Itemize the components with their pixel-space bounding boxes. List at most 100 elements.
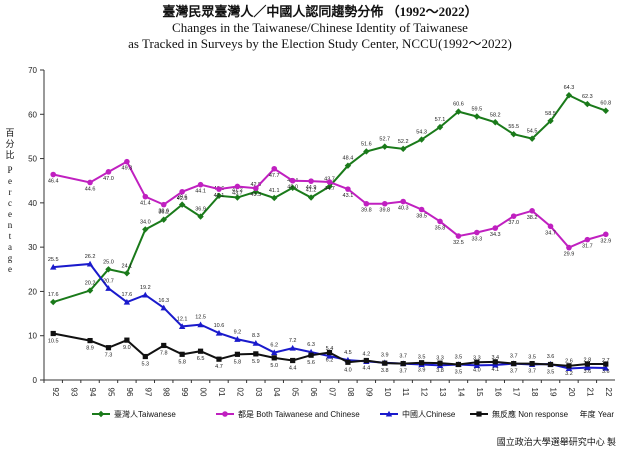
data-label-series-2: 3.3 — [436, 355, 444, 361]
y-label-en-4: c — [8, 198, 12, 208]
data-label-series-3: 6.2 — [326, 358, 334, 364]
x-tick-label: 17 — [512, 388, 521, 397]
data-point-series-0 — [197, 213, 204, 220]
data-point-series-3 — [271, 355, 277, 361]
y-tick-label: 30 — [28, 243, 37, 252]
x-tick-label: 01 — [217, 388, 226, 397]
data-point-series-0 — [455, 108, 462, 115]
data-label-series-1: 42.5 — [177, 196, 188, 202]
data-label-series-2: 5.4 — [326, 346, 334, 352]
data-point-series-3 — [437, 360, 443, 366]
data-label-series-3: 3.2 — [565, 371, 573, 377]
legend-label: 無反應 Non response — [492, 409, 569, 419]
data-point-series-2 — [584, 364, 591, 371]
data-label-series-1: 32.5 — [453, 240, 464, 246]
x-tick-label: 14 — [456, 388, 465, 397]
data-label-series-2: 25.5 — [48, 257, 59, 263]
data-label-series-3: 4.0 — [344, 367, 352, 373]
data-label-series-3: 7.3 — [105, 353, 113, 359]
data-label-series-3: 4.4 — [289, 366, 297, 372]
data-point-series-1 — [510, 213, 517, 219]
data-point-series-3 — [216, 356, 222, 362]
data-label-series-3: 4.7 — [215, 364, 223, 370]
data-label-series-1: 37.0 — [508, 220, 519, 226]
data-point-series-2 — [50, 263, 57, 270]
data-label-series-3: 3.6 — [584, 369, 592, 375]
x-tick-label: 12 — [420, 388, 429, 397]
data-label-series-3: 3.8 — [436, 368, 444, 374]
data-label-series-0: 24.1 — [122, 263, 133, 269]
data-point-series-1 — [234, 183, 241, 190]
y-tick-label: 70 — [28, 66, 37, 75]
x-tick-label: 07 — [328, 388, 337, 397]
data-point-series-3 — [234, 351, 241, 357]
data-point-series-2 — [289, 344, 296, 351]
data-label-series-2: 2.8 — [584, 358, 592, 364]
y-tick-label: 60 — [28, 110, 37, 119]
data-point-series-2 — [105, 285, 112, 291]
data-label-series-3: 5.0 — [270, 363, 278, 369]
data-point-series-1 — [474, 229, 480, 236]
data-label-series-1: 44.9 — [306, 185, 317, 191]
data-label-series-2: 10.6 — [214, 323, 225, 329]
data-label-series-2: 3.5 — [528, 355, 536, 361]
data-point-series-3 — [326, 349, 333, 356]
x-tick-label: 10 — [383, 388, 392, 397]
legend-label: 都是 Both Taiwanese and Chinese — [238, 410, 360, 419]
data-point-series-0 — [160, 216, 167, 223]
x-tick-label: 98 — [162, 388, 171, 397]
data-label-series-3: 3.7 — [510, 369, 518, 375]
data-label-series-2: 3.3 — [473, 355, 481, 361]
data-point-series-0 — [584, 100, 591, 108]
y-tick-label: 50 — [28, 155, 37, 164]
data-point-series-1 — [602, 231, 609, 238]
title-english-line1: Changes in the Taiwanese/Chinese Identit… — [172, 20, 468, 35]
data-point-series-0 — [381, 143, 388, 150]
data-point-series-0 — [307, 194, 315, 201]
data-point-series-1 — [179, 188, 185, 195]
data-label-series-1: 39.6 — [158, 209, 169, 215]
data-point-series-0 — [289, 184, 296, 191]
data-point-series-0 — [510, 131, 517, 138]
data-point-series-3 — [474, 359, 480, 365]
y-label-en-1: P — [7, 165, 13, 175]
y-label-en-5: e — [8, 209, 12, 219]
data-point-series-3 — [124, 337, 130, 343]
x-tick-label: 05 — [291, 388, 300, 397]
data-point-series-2 — [271, 349, 278, 356]
data-label-series-0: 41.2 — [232, 188, 243, 194]
data-point-series-2 — [160, 304, 167, 311]
data-label-series-3: 5.8 — [234, 359, 242, 365]
data-point-series-1 — [345, 186, 351, 192]
data-label-series-3: 3.7 — [399, 369, 407, 375]
data-point-series-0 — [326, 183, 333, 190]
x-axis-unit-label: 年度 Year — [579, 410, 614, 419]
data-point-series-1 — [547, 223, 554, 230]
legend-label: 中國人Chinese — [402, 409, 456, 419]
data-label-series-3: 4.1 — [491, 367, 499, 373]
data-label-series-2: 17.6 — [122, 292, 133, 298]
x-tick-label: 93 — [70, 388, 79, 397]
data-point-series-0 — [436, 123, 444, 131]
data-label-series-0: 41.2 — [306, 188, 317, 194]
data-label-series-0: 59.5 — [471, 107, 482, 113]
data-point-series-0 — [565, 92, 573, 99]
data-point-series-0 — [86, 287, 94, 294]
data-label-series-1: 35.8 — [435, 225, 446, 231]
legend-marker — [222, 411, 228, 417]
data-label-series-0: 39.6 — [177, 195, 188, 201]
data-point-series-1 — [160, 201, 167, 208]
y-tick-label: 20 — [28, 287, 37, 296]
data-point-series-0 — [418, 136, 425, 143]
data-label-series-0: 41.1 — [269, 188, 280, 194]
data-label-series-3: 8.9 — [86, 346, 94, 352]
data-point-series-0 — [547, 117, 554, 125]
data-point-series-1 — [400, 198, 406, 205]
data-point-series-1 — [566, 244, 572, 251]
data-point-series-3 — [455, 361, 462, 368]
data-point-series-0 — [123, 270, 131, 277]
x-tick-label: 92 — [51, 388, 60, 397]
x-tick-label: 22 — [604, 388, 613, 397]
data-label-series-0: 36.9 — [195, 207, 206, 213]
data-label-series-3: 9.0 — [123, 345, 131, 351]
